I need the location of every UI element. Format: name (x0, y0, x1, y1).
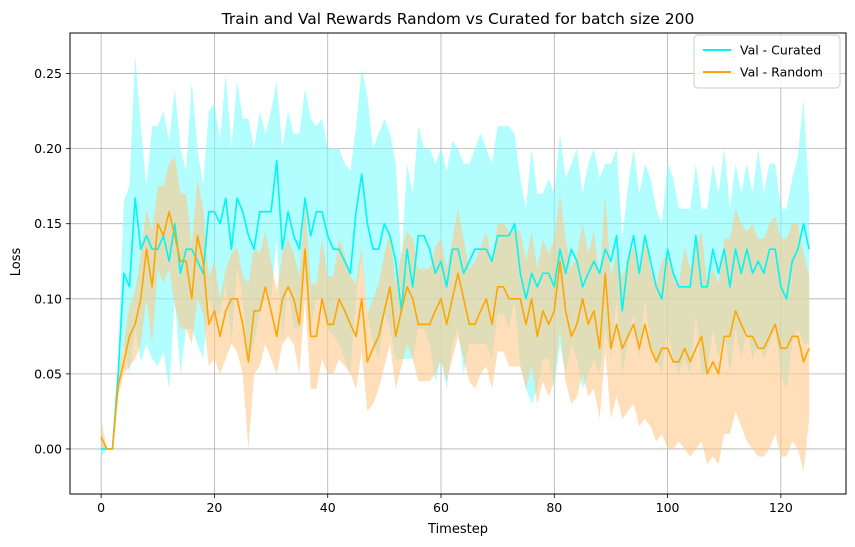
y-tick-label: 0.25 (34, 66, 62, 81)
x-tick-label: 80 (546, 500, 562, 515)
line-series-0 (101, 159, 810, 450)
line-series-1 (100, 210, 810, 450)
x-tick-label: 100 (656, 500, 680, 515)
chart-title: Train and Val Rewards Random vs Curated … (221, 10, 695, 28)
band-series-1 (101, 156, 810, 472)
x-tick-label: 120 (769, 500, 793, 515)
legend-label-curated: Val - Curated (740, 43, 821, 58)
x-axis-label: Timestep (427, 522, 488, 537)
x-tick-label: 0 (97, 500, 105, 515)
confidence-bands (101, 55, 810, 472)
axis-ticks: 0 20 40 60 80 100 120 0.00 0.05 0.10 0.15 0.20 0.25 (34, 66, 793, 515)
legend-label-random: Val - Random (740, 65, 823, 80)
x-tick-label: 20 (206, 500, 222, 515)
plot-frame (69, 32, 847, 495)
legend-box (693, 34, 841, 89)
y-tick-label: 0.20 (34, 141, 62, 156)
y-tick-label: 0.05 (34, 366, 62, 381)
y-tick-label: 0.00 (34, 441, 62, 456)
legend: Val - Curated Val - Random (693, 34, 841, 89)
y-tick-label: 0.15 (34, 216, 62, 231)
x-tick-label: 60 (433, 500, 449, 515)
y-tick-label: 0.10 (34, 291, 62, 306)
x-tick-label: 40 (320, 500, 336, 515)
y-axis-label: Loss (9, 248, 24, 277)
series-lines (100, 159, 810, 450)
